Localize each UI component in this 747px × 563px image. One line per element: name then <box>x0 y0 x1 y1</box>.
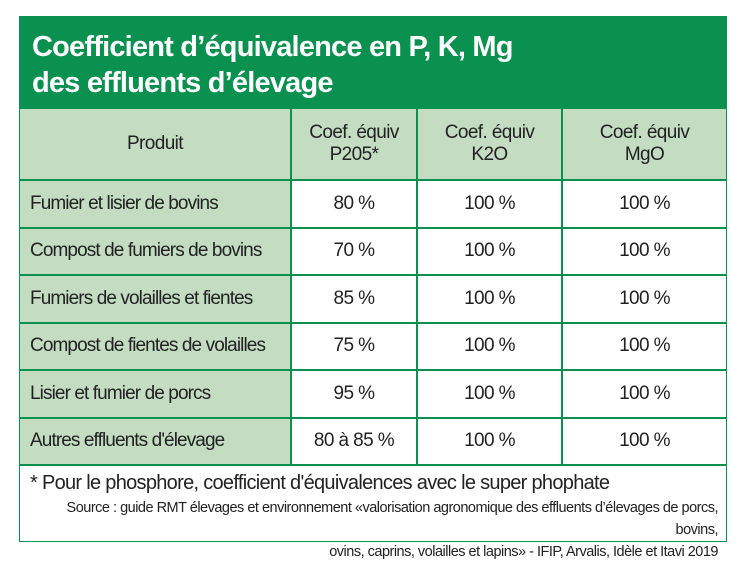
cell-k2o: 100 % <box>416 179 563 229</box>
title-line-1: Coefficient d’équivalence en P, K, Mg <box>32 31 514 63</box>
header-produit: Produit <box>20 109 292 181</box>
table-row: Fumiers de volailles et fientes 85 % 100 %… <box>20 274 726 324</box>
table-footer: * Pour le phosphore, coefficient d'équiv… <box>20 466 726 563</box>
cell-mgo: 100 % <box>561 321 726 371</box>
coefficient-table: Produit Coef. équiv P205* Coef. équiv K2O … <box>20 109 726 466</box>
cell-mgo: 100 % <box>561 179 726 229</box>
cell-product: Autres effluents d'élevage <box>20 416 292 466</box>
cell-p2o5: 75 % <box>290 321 418 371</box>
table-header-row: Produit Coef. équiv P205* Coef. équiv K2O … <box>20 109 726 181</box>
footnote: * Pour le phosphore, coefficient d'équiv… <box>30 472 610 494</box>
cell-p2o5: 70 % <box>290 226 418 276</box>
cell-k2o: 100 % <box>416 416 563 466</box>
cell-product: Fumiers de volailles et fientes <box>20 274 292 324</box>
card-title: Coefficient d’équivalence en P, K, Mg de… <box>20 17 726 109</box>
cell-product: Compost de fumiers de bovins <box>20 226 292 276</box>
cell-mgo: 100 % <box>561 274 726 324</box>
cell-mgo: 100 % <box>561 226 726 276</box>
cell-p2o5: 85 % <box>290 274 418 324</box>
coefficient-table-card: Coefficient d’équivalence en P, K, Mg de… <box>19 16 727 560</box>
header-mgo: Coef. équiv MgO <box>561 109 726 181</box>
cell-k2o: 100 % <box>416 274 563 324</box>
cell-mgo: 100 % <box>561 369 726 419</box>
table-row: Fumier et lisier de bovins 80 % 100 % 100 % <box>20 179 726 229</box>
cell-p2o5: 95 % <box>290 369 418 419</box>
cell-mgo: 100 % <box>561 416 726 466</box>
cell-k2o: 100 % <box>416 321 563 371</box>
table-row: Compost de fientes de volailles 75 % 100 %… <box>20 321 726 371</box>
header-k2o: Coef. équiv K2O <box>416 109 563 181</box>
title-line-2: des effluents d’élevage <box>32 67 334 99</box>
source-line-2: ovins, caprins, volailles et lapins» - I… <box>329 544 718 560</box>
cell-product: Fumier et lisier de bovins <box>20 179 292 229</box>
cell-product: Compost de fientes de volailles <box>20 321 292 371</box>
source-line-1: Source : guide RMT élevages et environne… <box>66 500 719 538</box>
cell-k2o: 100 % <box>416 369 563 419</box>
cell-p2o5: 80 à 85 % <box>290 416 418 466</box>
source-citation: Source : guide RMT élevages et environne… <box>28 497 719 563</box>
header-p2o5: Coef. équiv P205* <box>290 109 418 181</box>
table-row: Compost de fumiers de bovins 70 % 100 % 100… <box>20 226 726 276</box>
cell-p2o5: 80 % <box>290 179 418 229</box>
table-row: Autres effluents d'élevage 80 à 85 % 100 %… <box>20 416 726 466</box>
cell-product: Lisier et fumier de porcs <box>20 369 292 419</box>
table-row: Lisier et fumier de porcs 95 % 100 % 100 % <box>20 369 726 419</box>
cell-k2o: 100 % <box>416 226 563 276</box>
